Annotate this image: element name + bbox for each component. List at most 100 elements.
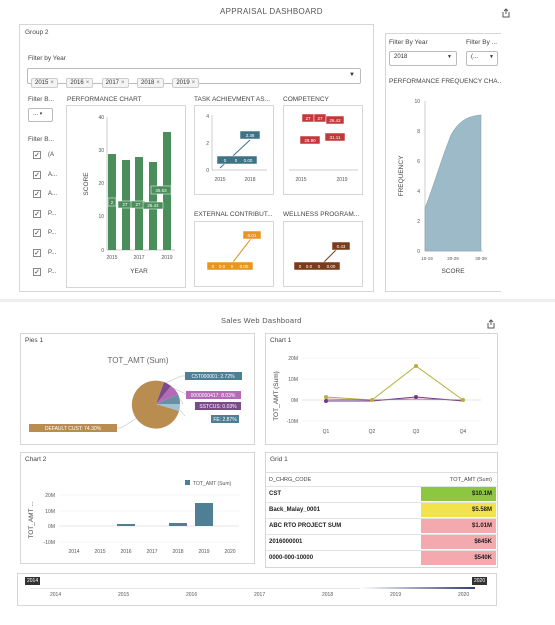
cell-code: Back_Malay_0001 (269, 507, 321, 513)
column-header[interactable]: D_CHRG_CODE (269, 477, 312, 483)
x-tick: 30-39 (475, 256, 487, 261)
table-row[interactable]: 2016000001 $645K (266, 534, 497, 549)
chart2-panel (20, 452, 255, 564)
slider-selection[interactable] (360, 587, 475, 589)
checkbox[interactable]: ✓ (33, 190, 41, 198)
x-tick: 10-19 (421, 256, 433, 261)
filter-b-label: Filter B... (28, 96, 55, 103)
slider-end-badge[interactable]: 2020 (472, 577, 488, 585)
pie-label: FE: 2.87% (213, 417, 237, 423)
y-tick: 2 (206, 141, 209, 147)
pie-chart: TOT_AMT (Sum) C5T000001: 2.72% 000000041… (29, 356, 242, 432)
caret-down-icon[interactable]: ▼ (349, 72, 355, 78)
checkbox-label: (A (48, 152, 54, 158)
slider-track[interactable] (30, 588, 475, 589)
checkbox[interactable]: ✓ (33, 229, 41, 237)
data-label: 27 (122, 202, 128, 207)
data-point[interactable] (324, 399, 328, 403)
y-tick: 10M (288, 377, 298, 383)
checkbox[interactable]: ✓ (33, 248, 41, 257)
pie-label: C5T000001: 2.72% (191, 374, 235, 380)
y-tick: 10 (414, 99, 420, 105)
right-filter-by-select[interactable]: (... ▼ (466, 51, 498, 66)
slider-tick-label: 2015 (118, 592, 130, 598)
y-tick: 0 (206, 168, 209, 174)
pie-slice[interactable] (156, 394, 181, 404)
pie-slice[interactable] (156, 404, 181, 411)
checkbox-label: P... (48, 230, 57, 236)
data-label: 0.00 (240, 264, 249, 269)
x-tick: Q2 (369, 429, 376, 435)
slider-start-badge[interactable]: 2014 (25, 577, 41, 585)
checkbox[interactable]: ✓ (33, 170, 41, 179)
sales-title: Sales Web Dashboard (221, 316, 302, 325)
export-icon[interactable] (486, 316, 496, 329)
y-tick: 20 (98, 181, 104, 187)
table-row[interactable]: Back_Malay_0001 $5.58M (266, 502, 497, 517)
bar[interactable] (169, 523, 187, 526)
checkbox[interactable]: ✓ (33, 268, 41, 276)
data-label: 0.00 (244, 158, 253, 163)
table-row[interactable]: ABC RTO PROJECT SUM $1.01M (266, 518, 497, 533)
data-label: 0 (235, 158, 238, 163)
bar[interactable] (195, 503, 213, 526)
slider-tick-label: 2016 (186, 592, 198, 598)
pie-slice[interactable] (156, 386, 178, 404)
slider-tick-label: 2020 (458, 592, 470, 598)
year-chip[interactable]: 2018 × (136, 78, 164, 88)
x-axis-label: SCORE (441, 268, 465, 275)
data-label: 27 (317, 116, 323, 121)
x-tick: Q3 (413, 429, 420, 435)
legend-label: TOT_AMT (Sum) (193, 481, 231, 487)
data-label: 0 (212, 264, 215, 269)
data-point[interactable] (324, 395, 328, 399)
pie-title: TOT_AMT (Sum) (107, 356, 168, 365)
y-tick: -10M (287, 419, 298, 425)
column-header[interactable]: TOT_AMT (Sum) (450, 477, 492, 483)
slider-tick-label: 2019 (390, 592, 402, 598)
y-tick: 30 (98, 148, 104, 154)
y-tick: 20M (45, 493, 55, 499)
data-label: 35.53 (155, 188, 167, 193)
section-divider (0, 299, 555, 302)
y-tick: 4 (417, 189, 420, 195)
external-chart: 0.01 0 0.0 0 0.00 (206, 230, 262, 271)
bar[interactable] (117, 524, 135, 526)
x-tick: 2017 (133, 255, 144, 261)
table-row[interactable]: CST $10.1M (266, 486, 497, 501)
data-grid: D_CHRG_CODE TOT_AMT (Sum) CST $10.1M Back_… (266, 472, 497, 567)
x-tick: 2015 (295, 177, 306, 183)
pie-slice[interactable] (131, 380, 179, 429)
task-chart-panel (194, 105, 274, 195)
grid-body: CST $10.1M Back_Malay_0001 $5.58M ABC RTO PR… (266, 486, 497, 567)
checkbox[interactable]: ✓ (33, 209, 41, 218)
y-tick: 4 (206, 114, 209, 120)
y-tick: 6 (417, 159, 420, 165)
x-tick: 2014 (68, 549, 79, 555)
y-tick: 2 (417, 219, 420, 225)
filter-b-select[interactable]: ... ▾ (28, 108, 53, 122)
export-icon[interactable] (501, 5, 511, 18)
x-tick: Q4 (460, 429, 467, 435)
data-label: 0.0 (306, 264, 313, 269)
data-point[interactable] (414, 395, 418, 399)
data-point[interactable] (414, 364, 418, 368)
year-chip[interactable]: 2019 × (172, 78, 200, 88)
x-tick: 2015 (94, 549, 105, 555)
year-chip[interactable]: 2016 × (66, 78, 94, 88)
x-tick: 2018 (244, 177, 255, 183)
right-filter-year-label: Filter By Year (389, 39, 428, 46)
data-point[interactable] (461, 398, 465, 402)
table-row[interactable]: 0000-000-10000 $540K (266, 550, 497, 565)
right-year-select[interactable]: 2018 ▼ (389, 51, 457, 66)
freq-chart-title: PERFORMANCE FREQUENCY CHA... (389, 78, 501, 85)
pie-slice[interactable] (156, 382, 171, 404)
year-chip[interactable]: 2015 × (31, 78, 58, 88)
year-chip[interactable]: 2017 × (101, 78, 129, 88)
filter-b2-label: Filter B... (28, 136, 55, 143)
year-filter-multiselect[interactable]: 2015 × 2016 × 2017 × 2018 × 2019 × ▼ (27, 68, 361, 88)
data-point[interactable] (370, 398, 374, 402)
checkbox[interactable]: ✓ (33, 151, 41, 159)
checkbox-label: P... (48, 249, 57, 256)
area-series[interactable] (424, 114, 482, 252)
